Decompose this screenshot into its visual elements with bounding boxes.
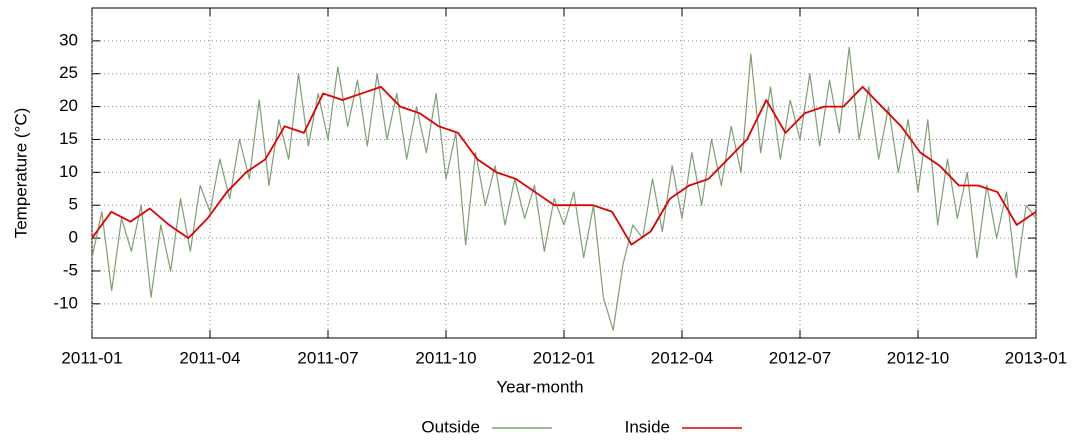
x-tick-label: 2012-01 — [533, 348, 595, 367]
y-axis-label: Temperature (°C) — [11, 108, 30, 239]
y-tick-label: 20 — [59, 96, 78, 115]
x-tick-label: 2011-04 — [179, 348, 240, 367]
x-tick-label: 2011-07 — [297, 348, 358, 367]
x-tick-label: 2013-01 — [1005, 348, 1067, 367]
y-tick-label: 0 — [69, 228, 78, 247]
y-tick-label: 15 — [59, 129, 78, 148]
legend-label: Inside — [625, 417, 670, 436]
y-tick-label: -10 — [53, 293, 78, 312]
y-tick-label: 10 — [59, 162, 78, 181]
y-tick-label: -5 — [63, 260, 78, 279]
series-line — [91, 46, 1037, 331]
x-tick-label: 2012-07 — [769, 348, 831, 367]
legend-label: Outside — [421, 417, 480, 436]
y-tick-label: 30 — [59, 30, 78, 49]
x-axis-label: Year-month — [496, 377, 583, 396]
x-tick-label: 2011-10 — [415, 348, 476, 367]
series-line — [91, 85, 1037, 246]
y-tick-label: 5 — [69, 195, 78, 214]
x-tick-label: 2011-01 — [61, 348, 122, 367]
y-tick-label: 25 — [59, 63, 78, 82]
x-tick-label: 2012-04 — [651, 348, 713, 367]
x-tick-label: 2012-10 — [887, 348, 949, 367]
